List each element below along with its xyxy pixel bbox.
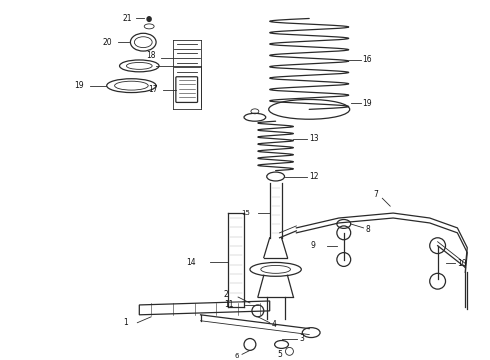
Text: 3: 3 (299, 334, 304, 343)
Text: 20: 20 (103, 38, 112, 47)
Text: 13: 13 (309, 135, 319, 144)
Text: 6: 6 (234, 353, 239, 359)
Text: 19: 19 (74, 81, 84, 90)
Text: 4: 4 (271, 320, 276, 329)
Text: 15: 15 (241, 210, 250, 216)
Text: 19: 19 (363, 99, 372, 108)
Text: 1: 1 (123, 318, 128, 327)
Text: 16: 16 (363, 55, 372, 64)
Text: 2: 2 (223, 289, 228, 298)
Text: 5: 5 (278, 350, 282, 359)
Text: 18: 18 (146, 50, 156, 59)
Text: 11: 11 (224, 301, 234, 310)
Text: 21: 21 (122, 14, 132, 23)
Text: 9: 9 (310, 241, 315, 250)
Text: 10: 10 (457, 259, 467, 268)
Text: 14: 14 (186, 258, 196, 267)
Text: 17: 17 (148, 85, 158, 94)
Text: ⬤: ⬤ (146, 15, 152, 22)
Text: 7: 7 (373, 190, 378, 199)
Text: 8: 8 (366, 225, 370, 234)
Text: 12: 12 (309, 172, 318, 181)
